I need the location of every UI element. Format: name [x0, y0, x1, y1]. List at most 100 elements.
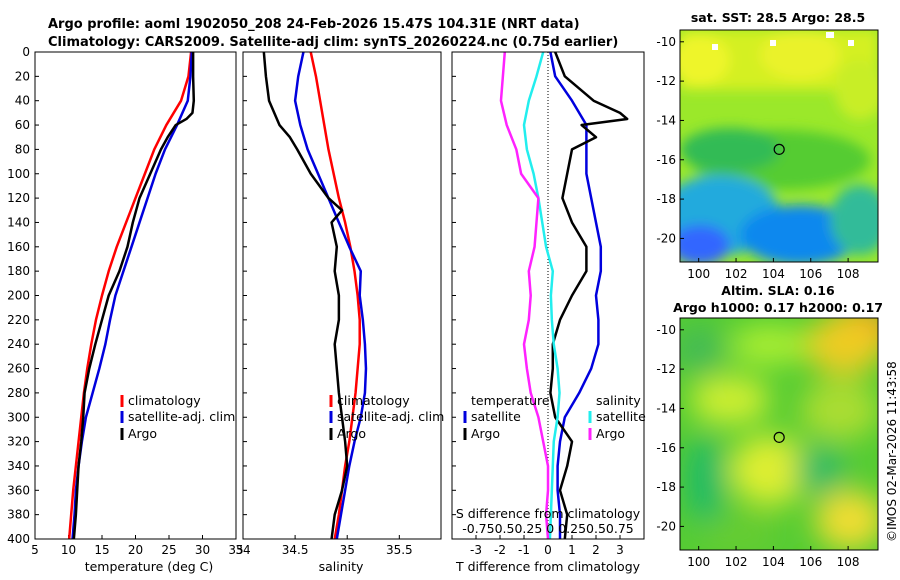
ytick-label: 280 — [7, 386, 30, 400]
map-ytick-label: -20 — [656, 519, 676, 533]
map-ytick-label: -14 — [656, 401, 676, 415]
series-salinity-argo — [499, 52, 550, 539]
ytick-label: 300 — [7, 410, 30, 424]
series-argo — [72, 52, 196, 539]
sla-map-subtitle: Argo h1000: 0.17 h2000: 0.17 — [673, 300, 883, 315]
xtick-label: 30 — [195, 543, 210, 557]
figure-title-line-1: Argo profile: aoml 1902050_208 24-Feb-20… — [48, 17, 580, 32]
series-climatology — [309, 52, 361, 539]
sst-map-title: sat. SST: 28.5 Argo: 28.5 — [691, 10, 865, 25]
sla-field — [680, 318, 878, 550]
map-xtick-label: 104 — [762, 555, 785, 569]
map-xtick-label: 100 — [687, 267, 710, 281]
ytick-label: 340 — [7, 459, 30, 473]
salinity-difference-legend: salinity satellite Argo — [588, 393, 646, 441]
temperature-ytick-labels: 0 20 40 60 80 100 120 140 160 180 200 220 240 260 280 3… — [7, 45, 30, 546]
ytick-label: 120 — [7, 191, 30, 205]
xtick-label: 2 — [592, 543, 600, 557]
legend-label-satellite: satellite-adj. clim — [128, 409, 235, 424]
sst-field — [680, 30, 878, 262]
difference-xtick-labels: -3 -2 -1 0 1 2 3 — [470, 543, 624, 557]
difference-series-group — [499, 52, 629, 539]
legend-label-satellite: satellite-adj. clim — [337, 409, 444, 424]
ytick-label: 140 — [7, 215, 30, 229]
xtick-label: 34.5 — [282, 543, 309, 557]
series-argo — [262, 52, 349, 539]
legend-label-climatology: climatology — [128, 393, 201, 408]
map-ytick-label: -12 — [656, 74, 676, 88]
xtick-label: 34 — [235, 543, 250, 557]
salinity-ticks — [242, 51, 400, 540]
temperature-series-group — [67, 52, 196, 539]
legend-label-climatology: climatology — [337, 393, 410, 408]
temperature-ticks — [34, 51, 237, 540]
legend-label-salinity-satellite: satellite — [596, 409, 646, 424]
series-salinity-satellite — [522, 52, 561, 539]
ytick-label: 60 — [15, 118, 30, 132]
xtick-label: 5 — [31, 543, 39, 557]
xtick-label: 10 — [61, 543, 76, 557]
legend-label-argo: Argo — [337, 426, 366, 441]
sla-map-title: Altim. SLA: 0.16 — [721, 283, 835, 298]
ytick-label: 380 — [7, 508, 30, 522]
temperature-xtick-labels: 5 10 15 20 25 30 35 — [31, 543, 243, 557]
xtick-label: 25 — [161, 543, 176, 557]
map-xtick-label: 108 — [837, 555, 860, 569]
salinity-xtick-labels: 34 34.5 35 35.5 — [235, 543, 412, 557]
xtick-label: 0 — [544, 543, 552, 557]
xtick-label: 15 — [94, 543, 109, 557]
map-xtick-label: 108 — [837, 267, 860, 281]
salinity-difference-tick-labels: -0.750.50.25 0 0.250.50.75 — [462, 521, 634, 536]
ytick-label: 40 — [15, 94, 30, 108]
xtick-label: -1 — [518, 543, 530, 557]
legend-label-temperature-argo: Argo — [471, 426, 500, 441]
ytick-label: 400 — [7, 532, 30, 546]
ytick-label: 260 — [7, 362, 30, 376]
ytick-label: 240 — [7, 337, 30, 351]
ytick-label: 0 — [22, 45, 30, 59]
map-xtick-label: 102 — [725, 267, 748, 281]
map-xtick-label: 102 — [725, 555, 748, 569]
sla-map-frame — [679, 317, 879, 551]
ytick-label: 220 — [7, 313, 30, 327]
sla-map-panel: Altim. SLA: 0.16 Argo h1000: 0.17 h2000:… — [656, 283, 883, 569]
legend-title-temperature: temperature — [471, 393, 550, 408]
map-xtick-label: 106 — [799, 555, 822, 569]
legend-title-salinity: salinity — [596, 393, 641, 408]
legend-label-argo: Argo — [128, 426, 157, 441]
temperature-panel: 0 20 40 60 80 100 120 140 160 180 200 220 240 260 280 3… — [7, 45, 244, 574]
temperature-axes-frame — [34, 51, 237, 540]
sst-map-frame — [679, 29, 879, 263]
series-temperature-argo — [549, 52, 629, 539]
temperature-xlabel: temperature (deg C) — [85, 559, 214, 574]
difference-panel: -3 -2 -1 0 1 2 3 T difference from climatology… — [451, 51, 646, 574]
ytick-label: 200 — [7, 289, 30, 303]
xtick-label: 3 — [616, 543, 624, 557]
imos-watermark: ©IMOS 02-Mar-2026 11:43:58 — [885, 361, 899, 542]
series-temperature-satellite — [549, 52, 603, 539]
xtick-label: 35 — [340, 543, 355, 557]
salinity-series-group — [262, 52, 368, 539]
xtick-label: 20 — [128, 543, 143, 557]
salinity-legend: climatology satellite-adj. clim Argo — [329, 393, 444, 441]
series-satellite-adj-clim — [293, 52, 368, 539]
xtick-label: 35 — [228, 543, 243, 557]
argo-position-marker — [773, 143, 785, 155]
map-ytick-label: -16 — [656, 441, 676, 455]
xtick-label: 35.5 — [386, 543, 413, 557]
xtick-label: 1 — [568, 543, 576, 557]
map-xtick-label: 104 — [762, 267, 785, 281]
salinity-panel: 34 34.5 35 35.5 salinity climatology satell… — [235, 51, 444, 574]
ytick-label: 20 — [15, 69, 30, 83]
salinity-xlabel: salinity — [319, 559, 364, 574]
sla-map-ticks: 100 102 104 106 108 -10 -12 -14 -16 -18 -20 — [656, 323, 859, 569]
map-ytick-label: -18 — [656, 480, 676, 494]
temperature-legend: climatology satellite-adj. clim Argo — [120, 393, 235, 441]
ytick-label: 100 — [7, 167, 30, 181]
map-ytick-label: -10 — [656, 35, 676, 49]
ytick-label: 360 — [7, 483, 30, 497]
map-ytick-label: -20 — [656, 231, 676, 245]
figure-title-line-2: Climatology: CARS2009. Satellite-adj cli… — [48, 35, 618, 50]
salinity-axes-frame — [242, 51, 442, 540]
